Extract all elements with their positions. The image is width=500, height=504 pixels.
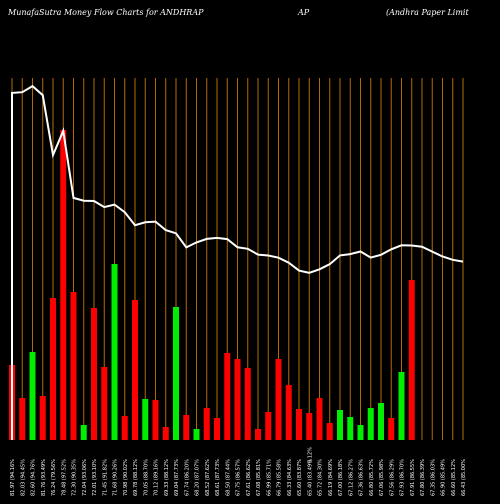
money-flow-bar: [39, 396, 46, 440]
money-flow-bar: [80, 425, 87, 440]
x-tick-label: 68.52 (87.62%: [205, 459, 211, 496]
money-flow-bar: [203, 408, 210, 440]
money-flow-bar: [255, 429, 261, 440]
money-flow-bar: [285, 385, 292, 440]
x-tick-label: 67.12 (86.27%: [348, 459, 354, 496]
money-flow-bar: [316, 398, 323, 440]
money-flow-bar: [275, 359, 282, 440]
money-flow-bar: [296, 409, 302, 440]
x-tick-label: 81.97 (94.16%: [10, 459, 16, 496]
x-tick-label: 65.40 (83.49%: [307, 459, 313, 496]
money-flow-bar: [224, 353, 231, 440]
money-flow-bar: [111, 264, 118, 440]
money-flow-bar: [101, 367, 108, 440]
x-tick-label: 78.48 (97.52%: [61, 459, 67, 496]
x-tick-label: 66.79 (85.58%: [277, 459, 283, 496]
x-tick-label: 67.91 (86.55%: [410, 459, 416, 496]
line-label: 0.12%: [307, 447, 313, 463]
x-tick-label: 65.72 (84.30%: [318, 459, 324, 496]
x-tick-label: 82.03 (94.45%: [20, 459, 26, 496]
x-tick-label: 67.00 (86.18%: [338, 459, 344, 496]
money-flow-bar: [214, 418, 220, 440]
money-flow-bar: [132, 300, 138, 440]
x-tick-label: 76.24 (79.56%: [51, 459, 57, 496]
x-tick-label: 67.36 (86.63%: [359, 459, 365, 496]
x-tick-label: 69.33 (88.12%: [164, 459, 170, 496]
x-tick-label: 67.74 (86.20%: [184, 459, 190, 496]
x-tick-label: 67.93 (86.70%: [400, 459, 406, 496]
money-flow-bar: [70, 292, 77, 440]
money-flow-bar: [398, 372, 405, 440]
money-flow-bar: [152, 400, 159, 440]
chart-title-company: (Andhra Paper Limit: [386, 8, 469, 17]
x-tick-label: 72.01 (93.10%: [92, 459, 98, 496]
money-flow-bar: [367, 408, 374, 440]
money-flow-bar: [19, 398, 26, 440]
money-flow-bar: [265, 412, 272, 440]
x-tick-label: 70.05 (88.70%: [143, 459, 149, 496]
x-tick-label: 67.06 (85.98%: [379, 459, 385, 496]
money-flow-bar: [357, 425, 364, 440]
money-flow-bar: [29, 352, 36, 440]
x-tick-label: 82.60 (94.76%: [31, 459, 37, 496]
x-tick-label: 67.80 (86.39%: [420, 459, 426, 496]
x-tick-label: 65.60 (83.87%: [297, 459, 303, 496]
x-tick-label: 71.45 (91.82%: [102, 459, 108, 496]
money-flow-bar: [60, 130, 67, 440]
money-flow-bar: [50, 298, 56, 440]
money-flow-bar: [408, 280, 415, 440]
x-tick-label: 68.20 (87.07%: [195, 459, 201, 496]
x-tick-label: 72.30 (90.35%: [72, 459, 78, 496]
x-tick-label: 66.80 (85.72%: [369, 459, 375, 496]
x-tick-label: 66.90 (85.49%: [441, 459, 447, 496]
x-tick-label: 68.61 (87.73%: [215, 459, 221, 496]
x-tick-label: 71.68 (90.26%: [113, 459, 119, 496]
x-tick-label: 67.75 (86.57%: [236, 459, 242, 496]
x-tick-label: 72.04 (93.06%: [82, 459, 88, 496]
money-flow-bar: [183, 415, 190, 440]
x-tick-label: 81.76 (93.49%: [41, 459, 47, 496]
x-tick-label: 67.35 (86.03%: [430, 459, 436, 496]
money-flow-bar: [347, 417, 354, 440]
money-flow-bar: [121, 416, 128, 440]
money-flow-bar: [306, 413, 313, 440]
x-tick-label: 66.60 (85.12%: [451, 459, 457, 496]
money-flow-bar: [173, 307, 179, 440]
x-tick-label: 67.61 (86.62%: [246, 459, 252, 496]
money-flow-bar: [162, 427, 169, 440]
x-tick-label: 67.56 (86.29%: [389, 459, 395, 496]
x-tick-label: 67.08 (85.81%: [256, 459, 262, 496]
x-tick-label: 70.12 (89.16%: [154, 459, 160, 496]
chart-title-symbol: AP: [298, 8, 310, 17]
money-flow-bar: [142, 399, 149, 440]
money-flow-bar: [378, 403, 384, 440]
x-tick-label: 66.33 (84.63%: [287, 459, 293, 496]
x-tick-label: 69.78 (88.12%: [133, 459, 139, 496]
money-flow-bar: [326, 423, 333, 440]
money-flow-bar: [234, 359, 241, 440]
x-tick-label: 66.19 (84.69%: [328, 459, 334, 496]
x-tick-label: 70.98 (90.02%: [123, 459, 129, 496]
x-tick-label: 68.50 (87.44%: [225, 459, 231, 496]
chart-title: MunafaSutra Money Flow Charts for ANDHRA…: [8, 8, 204, 17]
money-flow-bar: [91, 308, 97, 440]
x-tick-label: 66.43 (85.00%: [461, 459, 467, 496]
money-flow-bar: [337, 410, 343, 440]
money-flow-bar: [244, 368, 251, 440]
money-flow-bar: [193, 429, 200, 440]
x-tick-label: 66.99 (85.71%: [266, 459, 272, 496]
price-line: [11, 84, 464, 440]
x-tick-label: 69.04 (87.73%: [174, 459, 180, 496]
money-flow-bar: [388, 418, 395, 440]
